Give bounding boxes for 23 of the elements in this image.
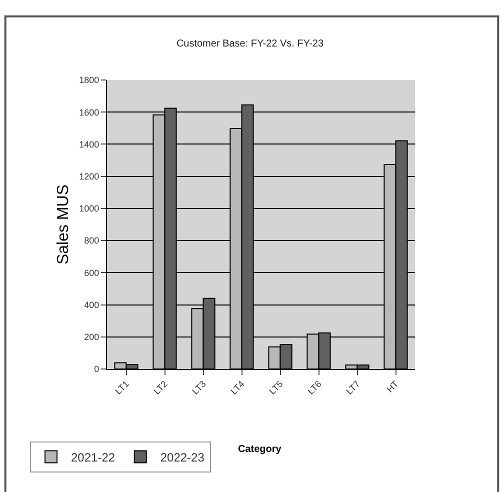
- y-tick-label: 1600: [79, 107, 100, 118]
- x-tick-label: HT: [384, 378, 401, 394]
- y-tick-label: 1000: [79, 204, 100, 214]
- y-axis-title: Sales MUS: [55, 184, 72, 265]
- x-tick-label: LT3: [190, 378, 208, 396]
- y-tick-label: 200: [84, 332, 100, 342]
- y-tick-label: 1200: [79, 171, 100, 182]
- legend-label: 2021-22: [71, 450, 116, 464]
- legend-label: 2022-23: [160, 450, 205, 464]
- x-axis-title: Category: [238, 444, 282, 455]
- y-tick-label: 800: [84, 236, 100, 246]
- x-tick-label: LT5: [267, 378, 285, 396]
- x-tick-label: LT2: [152, 378, 170, 396]
- y-tick-label: 1800: [79, 75, 100, 86]
- chart-title: Customer Base: FY-22 Vs. FY-23: [176, 38, 324, 50]
- x-tick-label: LT4: [228, 378, 246, 396]
- y-tick-label: 0: [94, 364, 100, 374]
- x-tick-label: LT7: [344, 378, 362, 396]
- y-tick-label: 600: [84, 268, 100, 278]
- y-tick-label: 400: [84, 300, 100, 310]
- y-tick-label: 1400: [79, 139, 100, 150]
- x-tick-label: LT6: [306, 378, 324, 396]
- x-tick-label: LT1: [113, 378, 131, 396]
